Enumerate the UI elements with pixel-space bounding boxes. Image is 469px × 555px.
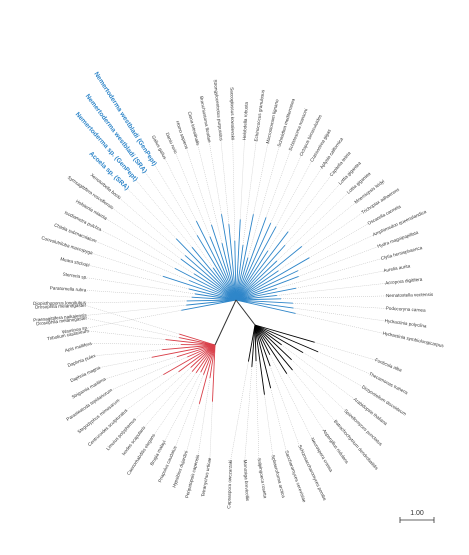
scale-bar-label: 1.00 [410,510,424,517]
